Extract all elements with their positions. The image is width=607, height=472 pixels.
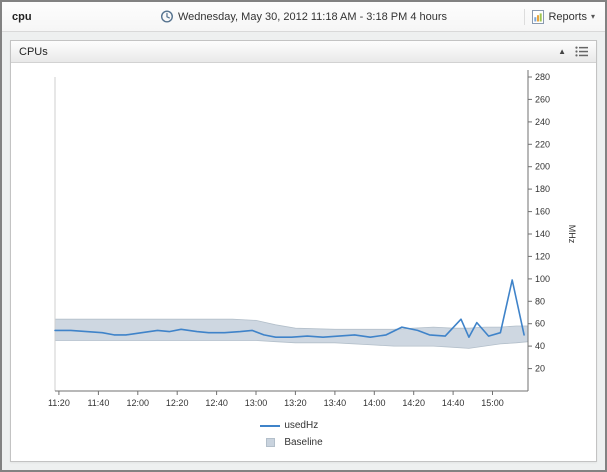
svg-text:14:20: 14:20 xyxy=(402,398,425,408)
svg-text:260: 260 xyxy=(535,94,550,104)
svg-text:11:40: 11:40 xyxy=(87,398,109,408)
baseline-swatch xyxy=(265,438,275,447)
svg-text:12:00: 12:00 xyxy=(127,398,150,408)
svg-text:60: 60 xyxy=(535,319,545,329)
reports-button[interactable]: Reports ▾ xyxy=(532,9,595,24)
svg-text:40: 40 xyxy=(535,341,545,351)
cpus-panel: CPUs ▲ 20 40 60 80 100 120 140 160 180 200 220 240 2… xyxy=(10,40,597,462)
collapse-panel-icon[interactable]: ▲ xyxy=(558,46,566,56)
cpus-panel-body: 20 40 60 80 100 120 140 160 180 200 220 240 260 280 11… xyxy=(11,63,596,461)
clock-icon xyxy=(160,10,173,23)
chevron-down-icon: ▾ xyxy=(590,11,595,21)
svg-text:12:20: 12:20 xyxy=(166,398,189,408)
toolbar: cpu Wednesday, May 30, 2012 11:18 AM - 3… xyxy=(2,2,605,32)
page-title: cpu xyxy=(12,10,32,23)
svg-text:13:00: 13:00 xyxy=(245,398,268,408)
svg-text:14:00: 14:00 xyxy=(363,398,386,408)
legend-item-baseline[interactable] xyxy=(256,438,284,447)
svg-text:240: 240 xyxy=(535,117,550,127)
svg-text:14:40: 14:40 xyxy=(442,398,465,408)
svg-text:11:20: 11:20 xyxy=(48,398,70,408)
cpu-usage-chart: 20 40 60 80 100 120 140 160 180 200 220 240 260 280 11… xyxy=(48,70,577,408)
legend-label-baseline[interactable]: Baseline xyxy=(284,437,323,448)
svg-text:100: 100 xyxy=(535,274,550,284)
svg-text:180: 180 xyxy=(535,184,550,194)
svg-text:15:00: 15:00 xyxy=(481,398,504,408)
svg-text:MHz: MHz xyxy=(567,225,577,244)
toolbar-divider xyxy=(524,8,526,25)
svg-text:160: 160 xyxy=(535,207,550,217)
legend-label-usedhz[interactable]: usedHz xyxy=(284,420,319,431)
report-icon xyxy=(532,9,545,24)
panel-title: CPUs xyxy=(19,45,48,58)
svg-text:220: 220 xyxy=(535,139,550,149)
list-menu-icon[interactable] xyxy=(575,46,588,57)
svg-text:120: 120 xyxy=(535,251,550,261)
svg-text:20: 20 xyxy=(535,364,545,374)
svg-text:140: 140 xyxy=(535,229,550,239)
time-range-label: Wednesday, May 30, 2012 11:18 AM - 3:18 … xyxy=(177,10,448,23)
usedhz-line-swatch xyxy=(260,424,281,427)
cpus-panel-header: CPUs ▲ xyxy=(11,41,596,63)
time-range-control[interactable]: Wednesday, May 30, 2012 11:18 AM - 3:18 … xyxy=(160,10,447,23)
chart-legend: usedHz Baseline xyxy=(11,420,596,448)
reports-label: Reports xyxy=(548,10,587,23)
svg-text:13:20: 13:20 xyxy=(284,398,307,408)
legend-item-usedhz[interactable] xyxy=(256,424,284,427)
toolbar-right: Reports ▾ xyxy=(524,8,595,25)
svg-text:200: 200 xyxy=(535,162,550,172)
panel-header-icons: ▲ xyxy=(558,46,588,57)
svg-text:80: 80 xyxy=(535,296,545,306)
legend-grid: usedHz Baseline xyxy=(256,420,323,448)
svg-text:280: 280 xyxy=(535,72,550,82)
svg-text:13:40: 13:40 xyxy=(324,398,347,408)
svg-text:12:40: 12:40 xyxy=(205,398,228,408)
